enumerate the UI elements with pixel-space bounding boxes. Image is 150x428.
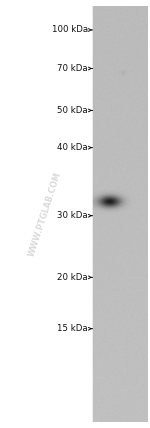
- Text: 15 kDa: 15 kDa: [57, 324, 88, 333]
- Text: WWW.PTGLAB.COM: WWW.PTGLAB.COM: [27, 171, 63, 257]
- Text: 50 kDa: 50 kDa: [57, 106, 88, 115]
- Text: 40 kDa: 40 kDa: [57, 143, 88, 152]
- Text: 30 kDa: 30 kDa: [57, 211, 88, 220]
- Text: 100 kDa: 100 kDa: [52, 25, 88, 35]
- Text: 70 kDa: 70 kDa: [57, 64, 88, 73]
- Text: 20 kDa: 20 kDa: [57, 273, 88, 282]
